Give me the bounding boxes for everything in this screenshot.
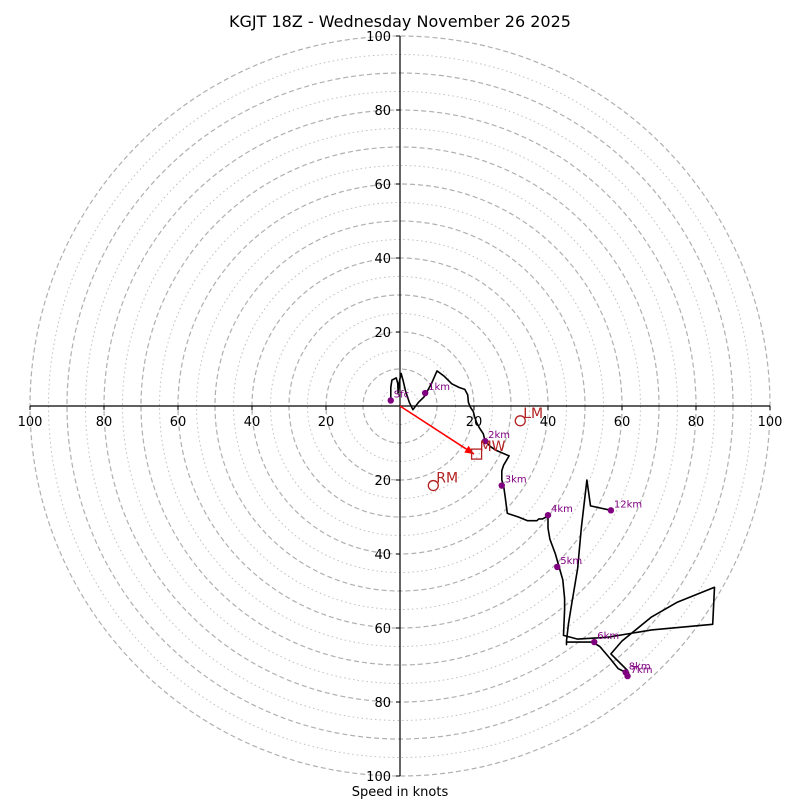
height-label-2km: 2km — [488, 430, 510, 441]
y-tick-label: 40 — [374, 252, 391, 267]
height-label-8km: 8km — [629, 661, 651, 672]
mw-label: MW — [480, 439, 506, 455]
height-label-1km: 1km — [428, 382, 450, 393]
height-label-3km: 3km — [505, 475, 527, 486]
y-tick-label: 80 — [374, 696, 391, 711]
y-tick-label: 20 — [374, 326, 391, 341]
y-tick-label: 20 — [374, 474, 391, 489]
y-tick-label: 40 — [374, 548, 391, 563]
height-marker-3km — [498, 482, 505, 489]
x-tick-label: 80 — [688, 415, 705, 430]
height-marker-6km — [591, 638, 598, 646]
chart-title: KGJT 18Z - Wednesday November 26 2025 — [229, 12, 571, 31]
tick-labels: 100 80 60 40 20 20 40 60 80 100100806040202040608… — [18, 30, 783, 785]
height-marker-5km — [554, 563, 561, 571]
height-marker-1km — [421, 389, 429, 397]
height-label-5km: 5km — [560, 556, 582, 567]
height-marker-2km — [481, 437, 489, 445]
x-tick-label: 80 — [96, 415, 113, 430]
hodograph-trace — [389, 370, 716, 677]
x-axis-label: Speed in knots — [352, 785, 449, 800]
rm-marker — [427, 479, 439, 492]
height-label-4km: 4km — [551, 504, 573, 515]
y-tick-label: 60 — [374, 622, 391, 637]
mw-marker — [470, 448, 483, 460]
y-tick-label: 80 — [374, 104, 391, 119]
x-tick-label: 20 — [318, 415, 335, 430]
x-tick-label: 60 — [170, 415, 187, 430]
x-tick-label: 60 — [614, 415, 631, 430]
mean-wind-arrow-head — [464, 445, 474, 455]
storm-motion-markers: LM RM MW — [427, 406, 543, 492]
x-tick-label: 40 — [540, 415, 557, 430]
x-tick-label: 100 — [758, 415, 783, 430]
height-marker-sfc — [387, 397, 394, 404]
height-label-6km: 6km — [597, 631, 619, 642]
height-marker-12km — [607, 507, 615, 514]
mean-wind-arrow-shaft — [399, 405, 475, 455]
lm-marker — [514, 415, 526, 427]
y-tick-label: 100 — [366, 30, 391, 45]
height-label-7km: 7km — [631, 665, 653, 676]
x-tick-label: 100 — [18, 415, 43, 430]
height-marker-4km — [544, 511, 552, 519]
height-marker-8km — [622, 669, 629, 676]
y-tick-label: 100 — [366, 770, 391, 785]
y-tick-label: 60 — [374, 178, 391, 193]
rm-label: RM — [436, 471, 458, 487]
height-label-sfc: Sfc — [394, 389, 409, 400]
lm-label: LM — [523, 406, 543, 422]
x-tick-label: 40 — [244, 415, 261, 430]
height-label-12km: 12km — [614, 499, 642, 510]
